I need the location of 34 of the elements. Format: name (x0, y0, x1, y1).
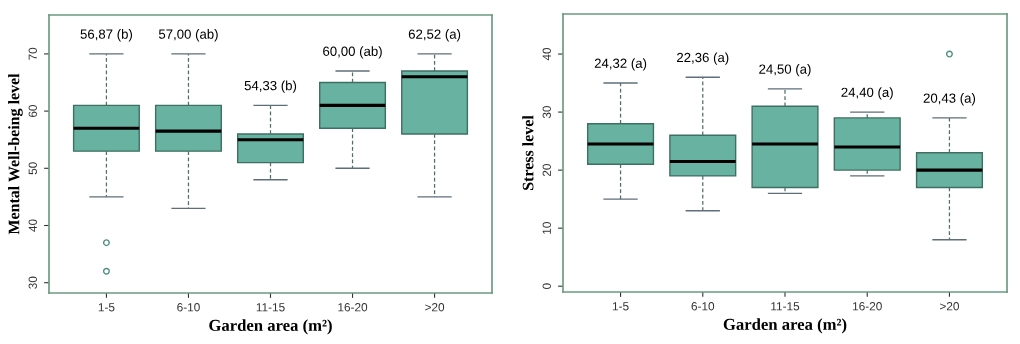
annotation: 56,87 (b) (80, 29, 133, 42)
annotation: 22,36 (a) (677, 52, 729, 65)
y-tick-label: 30 (28, 276, 37, 289)
annotation: 20,43 (a) (923, 93, 976, 106)
x-axis-title: Garden area (m²) (723, 318, 847, 334)
x-tick-label: 11-15 (256, 303, 285, 312)
annotation: 62,52 (a) (408, 29, 461, 42)
y-axis-title: Stress level (522, 115, 534, 190)
x-tick-label: 1-5 (612, 302, 629, 311)
y-tick-label: 10 (542, 222, 551, 234)
x-axis-title: Garden area (m²) (209, 319, 332, 335)
annotation: 24,32 (a) (594, 58, 647, 71)
x-tick-label: 6-10 (177, 303, 200, 312)
y-tick-label: 50 (28, 162, 37, 175)
annotation: 60,00 (ab) (323, 46, 382, 59)
x-tick-label: 16-20 (853, 302, 882, 311)
annotation: 54,33 (b) (244, 80, 297, 93)
x-tick-label: >20 (940, 302, 959, 311)
y-tick-label: 40 (28, 219, 37, 232)
x-tick-label: 16-20 (338, 303, 368, 312)
y-tick-label: 70 (28, 47, 37, 60)
x-tick-label: 1-5 (98, 303, 115, 312)
x-tick-label: >20 (425, 303, 445, 312)
y-tick-label: 0 (542, 283, 551, 290)
x-tick-label: 6-10 (691, 302, 715, 311)
annotation: 57,00 (ab) (158, 29, 218, 42)
y-axis-title: Mental Well-being level (8, 73, 23, 235)
annotation: 24,50 (a) (759, 64, 811, 77)
y-tick-label: 60 (28, 104, 37, 118)
y-tick-label: 30 (542, 105, 551, 119)
annotation: 24,40 (a) (841, 87, 893, 100)
y-tick-label: 20 (542, 164, 551, 177)
y-tick-label: 40 (542, 47, 551, 61)
x-tick-label: 11-15 (771, 302, 800, 311)
